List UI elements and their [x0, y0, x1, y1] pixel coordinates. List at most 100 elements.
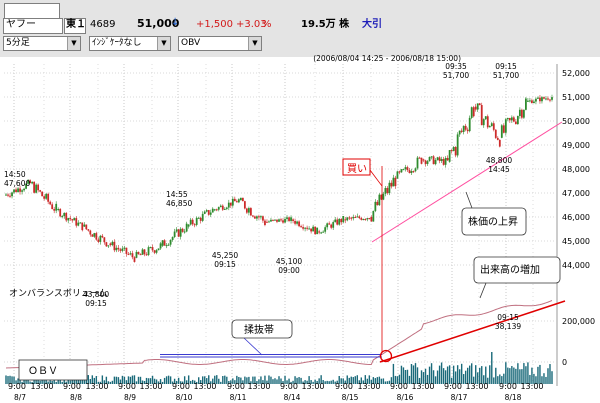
sub-indicator-select[interactable]: OBV ▼ [178, 36, 262, 51]
candle-body [43, 196, 46, 199]
candle-body [504, 119, 507, 133]
candle-body [175, 229, 178, 232]
volume-bar [364, 375, 367, 384]
volume-tick-label: 200,000 [562, 317, 595, 326]
volume-bar [149, 378, 152, 384]
candle-body [25, 183, 27, 189]
chevron-down-icon: ▼ [248, 37, 261, 50]
volume-bar [473, 376, 475, 384]
price-trendline [371, 121, 563, 243]
volume-bar [374, 378, 377, 384]
candle-body [183, 231, 186, 233]
candle-body [514, 121, 517, 125]
candle-body [167, 244, 170, 246]
volume-bar [59, 377, 61, 384]
price-tick-label: 44,000 [562, 261, 590, 270]
stock-name-box [3, 18, 63, 34]
volume-bars [5, 352, 553, 384]
candle-body [47, 193, 50, 202]
volume-bar [218, 378, 220, 384]
volume-bar [39, 380, 41, 384]
volume-bar [276, 379, 278, 384]
volume-bar [296, 377, 298, 384]
candle-body [229, 202, 232, 206]
candle-body [444, 158, 447, 165]
candle-body [77, 222, 80, 226]
candle-body [330, 224, 333, 228]
candlestick-series [5, 94, 553, 263]
volume-bar [27, 377, 29, 384]
candle-body [143, 249, 146, 255]
volume-bar [37, 377, 39, 384]
volume-bar [117, 377, 120, 384]
volume-bar [155, 379, 158, 384]
volume-bar [322, 380, 324, 384]
volume-bar [529, 374, 531, 384]
volume-bar [143, 380, 146, 384]
volume-bar [33, 377, 35, 384]
volume-bar [448, 365, 451, 384]
candle-body [406, 167, 409, 171]
volume-bar [280, 378, 282, 384]
candle-body [382, 193, 385, 200]
volume-bar [525, 366, 527, 384]
candle-body [67, 218, 70, 221]
volume-bar [499, 374, 501, 384]
candle-body [205, 210, 208, 212]
volume-bar [101, 375, 104, 384]
indicator-select[interactable]: ｲﾝｼﾞｹｰﾀなし ▼ [89, 36, 171, 51]
candle-body [225, 207, 228, 209]
time-tick-label: 13:00 [411, 382, 434, 391]
candle-body [408, 170, 411, 174]
interval-select[interactable]: 5分足 ▼ [3, 36, 81, 51]
volume-bar [420, 370, 423, 384]
sub-indicator-value: OBV [181, 38, 201, 48]
annotation-price: 48,800 [486, 156, 512, 165]
volume-bar [65, 381, 67, 384]
volume-bar [270, 376, 272, 384]
volume-bar [324, 381, 326, 384]
candle-body [541, 97, 543, 102]
candle-body [458, 130, 461, 135]
volume-bar [157, 381, 160, 384]
candle-body [51, 204, 54, 210]
volume-bar [545, 376, 547, 384]
price-rise-callout-label: 株価の上昇 [468, 215, 518, 228]
candle-body [535, 98, 537, 102]
candle-body [55, 203, 58, 211]
candle-body [388, 182, 391, 194]
volume-bar [378, 376, 381, 384]
volume-bar [334, 381, 336, 384]
session-status: 大引 [362, 19, 382, 30]
date-axis: 8/7 8/8 8/9 8/10 8/11 8/14 8/15 8/16 8/17 8/18 [14, 393, 522, 402]
candle-body [492, 123, 495, 130]
volume-bar [79, 378, 81, 384]
candle-body [531, 100, 533, 104]
annotation-time: 14:45 [488, 165, 510, 174]
candle-body [241, 197, 244, 202]
candle-body [270, 219, 272, 222]
candle-body [262, 216, 264, 221]
annotation-time: 09:15 [495, 62, 517, 71]
volume-bar [376, 377, 379, 384]
volume-bar [312, 381, 314, 384]
candle-body [529, 100, 531, 102]
time-tick-label: 13:00 [520, 382, 543, 391]
candle-body [324, 227, 327, 232]
candle-body [127, 253, 130, 255]
obv-legend-box [18, 359, 88, 381]
volume-bar [336, 380, 338, 384]
volume-bar [493, 377, 495, 384]
volume-bar [258, 379, 260, 384]
annotation-price: 45,250 [212, 251, 238, 260]
candle-body [197, 217, 200, 219]
candle-body [372, 210, 375, 222]
volume-bar [238, 377, 240, 384]
price-rise-callout-box [461, 207, 527, 236]
candle-body [400, 169, 403, 173]
volume-bar [390, 377, 393, 384]
volume-bar [466, 367, 469, 384]
candle-body [452, 147, 455, 151]
volume-bar [458, 369, 461, 384]
indicator-value: ｲﾝｼﾞｹｰﾀなし [92, 38, 142, 48]
